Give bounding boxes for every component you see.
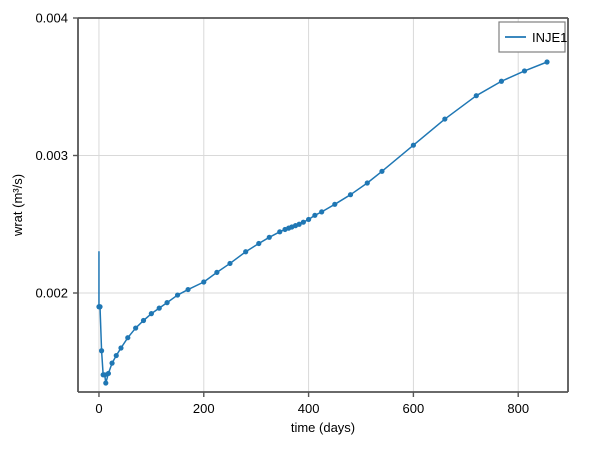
- data-point-marker: [305, 216, 312, 223]
- data-point-marker: [156, 305, 162, 311]
- x-axis-title: time (days): [291, 420, 355, 435]
- data-point-marker: [164, 300, 170, 306]
- data-point-marker: [98, 348, 105, 354]
- data-point-marker: [256, 240, 262, 247]
- x-tick-label: 200: [193, 401, 215, 416]
- data-point-marker: [227, 260, 233, 267]
- data-point-marker: [473, 93, 479, 99]
- data-point-marker: [201, 279, 207, 285]
- data-point-marker: [442, 116, 448, 122]
- x-tick-label: 600: [403, 401, 425, 416]
- data-point-marker: [498, 78, 505, 84]
- data-point-marker: [300, 219, 306, 225]
- data-series-layer: [96, 59, 550, 386]
- data-point-marker: [125, 335, 131, 341]
- data-point-marker: [266, 234, 272, 240]
- y-tick-label: 0.003: [35, 148, 68, 163]
- data-point-marker: [174, 292, 181, 298]
- x-tick-label: 800: [507, 401, 529, 416]
- data-point-marker: [118, 345, 124, 351]
- data-point-marker: [214, 269, 220, 275]
- data-point-marker: [243, 249, 249, 255]
- x-tick-label: 0: [95, 401, 102, 416]
- y-axis-ticks: 0.002 0.003 0.004: [35, 11, 78, 301]
- data-point-marker: [103, 380, 109, 386]
- data-point-marker: [185, 286, 191, 293]
- axis-spines: [77, 17, 569, 393]
- data-point-marker: [347, 192, 354, 198]
- data-point-marker: [312, 212, 318, 218]
- data-point-marker: [332, 201, 338, 207]
- data-point-marker: [105, 370, 111, 377]
- data-point-marker: [521, 68, 528, 74]
- data-point-marker: [113, 352, 119, 359]
- data-point-marker: [544, 59, 550, 65]
- data-point-marker: [364, 180, 370, 186]
- data-point-marker: [296, 221, 302, 227]
- data-point-marker: [319, 209, 325, 215]
- plot-background: [78, 18, 568, 392]
- gridlines: [78, 17, 568, 392]
- data-point-marker: [97, 304, 103, 310]
- y-tick-label: 0.004: [35, 11, 68, 26]
- data-point-marker: [140, 317, 147, 324]
- data-point-marker: [379, 168, 385, 174]
- x-tick-label: 400: [298, 401, 320, 416]
- data-point-marker: [277, 229, 283, 235]
- data-point-marker: [148, 311, 154, 317]
- data-point-marker: [133, 325, 139, 331]
- legend-label-inje1: INJE1: [532, 30, 567, 45]
- y-axis-title: wrat (m³/s): [10, 174, 25, 237]
- x-axis-ticks: 0 200 400 600 800: [95, 392, 529, 416]
- data-point-marker: [109, 360, 115, 366]
- y-tick-label: 0.002: [35, 286, 68, 301]
- chart-legend[interactable]: INJE1: [498, 21, 567, 53]
- data-point-marker: [410, 142, 416, 148]
